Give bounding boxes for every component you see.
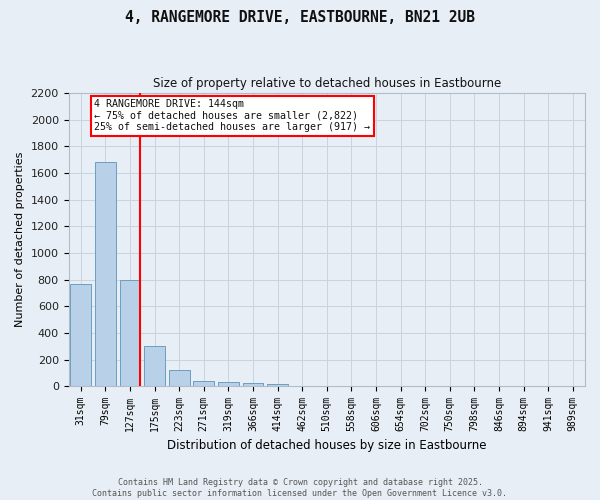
Bar	[193, 381, 214, 386]
Bar	[242, 383, 263, 386]
Bar	[144, 346, 165, 386]
Title: Size of property relative to detached houses in Eastbourne: Size of property relative to detached ho…	[152, 78, 501, 90]
X-axis label: Distribution of detached houses by size in Eastbourne: Distribution of detached houses by size …	[167, 440, 487, 452]
Bar	[95, 162, 116, 386]
Bar	[169, 370, 190, 386]
Bar	[267, 384, 288, 386]
Y-axis label: Number of detached properties: Number of detached properties	[15, 152, 25, 328]
Bar	[218, 382, 239, 386]
Bar	[119, 280, 140, 386]
Bar	[70, 284, 91, 386]
Text: 4 RANGEMORE DRIVE: 144sqm
← 75% of detached houses are smaller (2,822)
25% of se: 4 RANGEMORE DRIVE: 144sqm ← 75% of detac…	[94, 99, 370, 132]
Text: Contains HM Land Registry data © Crown copyright and database right 2025.
Contai: Contains HM Land Registry data © Crown c…	[92, 478, 508, 498]
Text: 4, RANGEMORE DRIVE, EASTBOURNE, BN21 2UB: 4, RANGEMORE DRIVE, EASTBOURNE, BN21 2UB	[125, 10, 475, 25]
